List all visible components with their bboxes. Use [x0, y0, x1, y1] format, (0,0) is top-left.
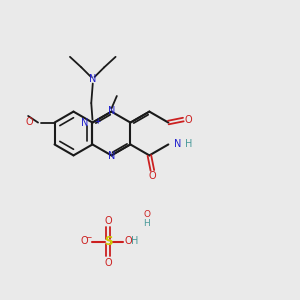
- Text: H: H: [144, 219, 150, 228]
- Text: N: N: [82, 118, 89, 128]
- Text: O: O: [184, 115, 192, 124]
- Text: O: O: [148, 171, 156, 181]
- Text: −: −: [85, 233, 92, 242]
- Text: +: +: [94, 117, 101, 126]
- Text: N: N: [89, 74, 97, 84]
- Text: H: H: [184, 140, 192, 149]
- Text: O: O: [104, 215, 112, 226]
- Text: H: H: [131, 236, 138, 247]
- Text: N: N: [108, 106, 115, 116]
- Text: O: O: [143, 210, 151, 219]
- Text: S: S: [104, 235, 112, 248]
- Text: O: O: [104, 257, 112, 268]
- Text: O: O: [25, 117, 33, 127]
- Text: O: O: [125, 236, 133, 247]
- Text: N: N: [108, 151, 115, 161]
- Text: O: O: [80, 236, 88, 247]
- Text: N: N: [174, 140, 182, 149]
